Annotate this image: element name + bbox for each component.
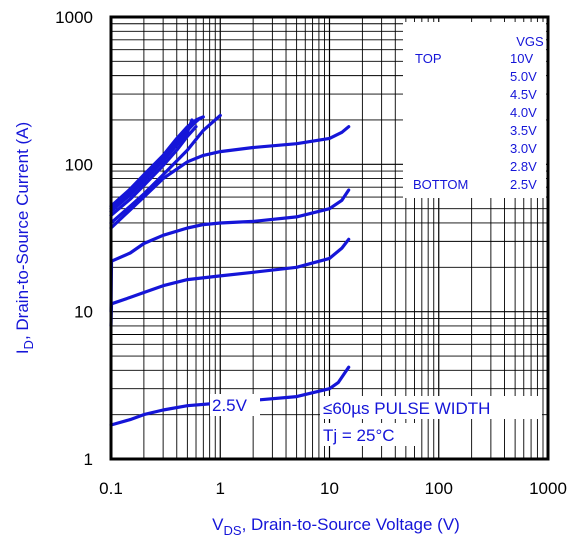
curve-label-2-5v: 2.5V [212,396,248,415]
x-axis-label-main: V [212,515,224,534]
y-tick-label: 1000 [55,8,93,27]
junction-temp-note: Tj = 25°C [323,426,395,445]
curve-label-box [210,394,260,416]
x-tick-label: 100 [425,479,453,498]
legend-entry: 3.5V [510,123,537,138]
x-axis-label: VDS, Drain-to-Source Voltage (V) [212,515,460,538]
x-tick-label: 1 [216,479,225,498]
pulse-note-box [320,396,542,419]
legend-entry: 5.0V [510,69,537,84]
x-tick-label: 1000 [529,479,567,498]
vgs-curve-3 [109,118,194,213]
legend-entry: 2.8V [510,159,537,174]
overlay-boxes [210,22,546,446]
legend-entry: 4.5V [510,87,537,102]
x-axis-label-rest: , Drain-to-Source Voltage (V) [242,515,460,534]
tick-labels: 0.1 1 10 100 1000 1 10 100 1000 [55,8,567,498]
vgs-curve-7 [109,188,351,314]
y-axis-label-subscript: D [21,340,36,349]
legend: VGS TOP BOTTOM 10V 5.0V 4.5V 4.0V 3.5V 3.0V 2.… [413,34,544,192]
pulse-width-note: ≤60µs PULSE WIDTH [323,399,490,418]
x-tick-label: 10 [320,479,339,498]
curve-group [109,113,351,427]
plot-frame [109,15,550,461]
y-axis-label-main: I [13,349,32,354]
vgs-curve-2 [109,116,202,211]
legend-header: VGS [516,34,544,49]
vgs-curve-5 [109,113,222,225]
y-tick-label: 100 [65,155,93,174]
legend-top-label: TOP [415,51,442,66]
vgs-curve-6 [109,125,351,230]
legend-entry: 2.5V [510,177,537,192]
legend-box [403,22,546,198]
legend-entry: 10V [510,51,533,66]
legend-entries: 10V 5.0V 4.5V 4.0V 3.5V 3.0V 2.8V 2.5V [510,51,537,192]
y-axis-label: ID, Drain-to-Source Current (A) [13,122,36,354]
x-axis-label-subscript: DS [224,523,242,538]
y-tick-label: 10 [74,303,93,322]
y-axis-label-rest: , Drain-to-Source Current (A) [13,122,32,340]
y-tick-label: 1 [84,450,93,469]
legend-bottom-label: BOTTOM [413,177,468,192]
temp-note-box [320,423,415,446]
legend-entry: 4.0V [510,105,537,120]
legend-entry: 3.0V [510,141,537,156]
vgs-curve-8 [109,237,351,328]
x-tick-label: 0.1 [99,479,123,498]
vgs-curve-4 [109,125,198,217]
